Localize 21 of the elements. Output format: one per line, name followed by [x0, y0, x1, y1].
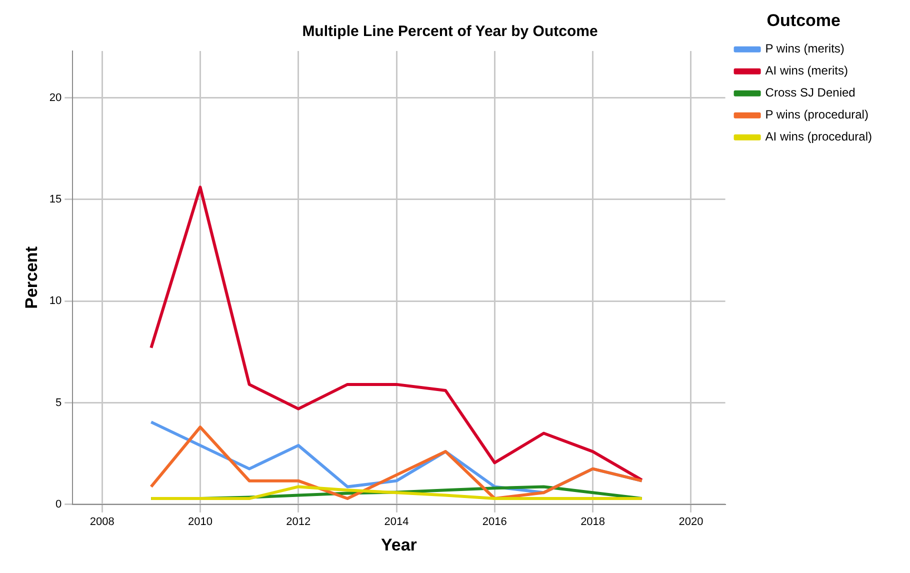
- legend-label: AI wins (merits): [765, 64, 848, 78]
- legend-label: Cross SJ Denied: [765, 86, 856, 100]
- y-tick-label: 10: [49, 295, 62, 308]
- x-axis-title: Year: [380, 535, 418, 554]
- y-tick-label: 15: [49, 193, 62, 206]
- y-tick-label: 20: [49, 92, 62, 104]
- x-tick-label: 2010: [188, 516, 212, 528]
- y-tick-label: 0: [56, 498, 62, 510]
- x-tick-label: 2018: [580, 516, 606, 528]
- legend-label: AI wins (procedural): [765, 130, 872, 144]
- y-tick-label: 5: [56, 396, 62, 409]
- x-tick-label: 2008: [90, 516, 114, 528]
- y-axis-title: Percent: [22, 246, 41, 309]
- legend-title: Outcome: [766, 11, 840, 30]
- legend-label: P wins (merits): [765, 42, 844, 56]
- x-tick-label: 2016: [482, 516, 507, 528]
- x-tick-label: 2012: [286, 516, 311, 528]
- x-tick-label: 2020: [678, 516, 704, 528]
- chart-title: Multiple Line Percent of Year by Outcome: [302, 23, 598, 40]
- x-tick-label: 2014: [384, 516, 409, 528]
- legend-label: P wins (procedural): [765, 108, 868, 122]
